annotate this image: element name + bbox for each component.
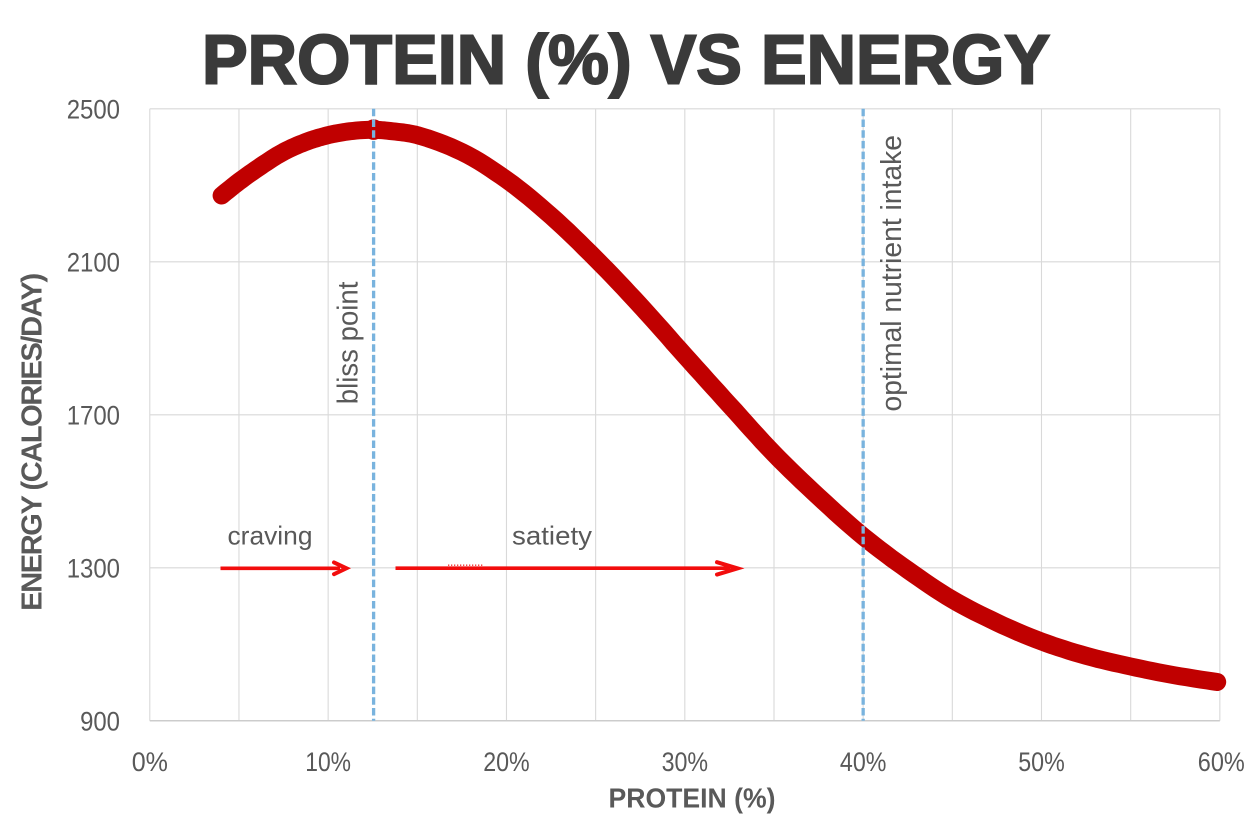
- svg-text:20%: 20%: [483, 747, 530, 777]
- svg-text:40%: 40%: [840, 747, 887, 777]
- svg-text:0%: 0%: [132, 747, 168, 777]
- svg-text:2500: 2500: [67, 94, 120, 124]
- svg-text:60%: 60%: [1198, 747, 1245, 777]
- svg-text:10%: 10%: [305, 747, 351, 777]
- svg-text:2100: 2100: [67, 247, 120, 277]
- svg-text:1300: 1300: [67, 553, 120, 583]
- svg-text:30%: 30%: [662, 747, 709, 777]
- svg-text:PROTEIN (%) VS ENERGY: PROTEIN (%) VS ENERGY: [202, 21, 1050, 99]
- svg-text:craving: craving: [228, 521, 313, 551]
- svg-text:satiety: satiety: [512, 521, 592, 551]
- svg-text:50%: 50%: [1018, 747, 1065, 777]
- svg-text:ENERGY (CALORIES/DAY): ENERGY (CALORIES/DAY): [16, 274, 48, 611]
- svg-text:1700: 1700: [67, 400, 120, 430]
- svg-text:PROTEIN (%): PROTEIN (%): [609, 783, 776, 814]
- svg-text:bliss point: bliss point: [332, 282, 364, 405]
- svg-text:optimal nutrient intake: optimal nutrient intake: [876, 135, 908, 411]
- svg-text:900: 900: [80, 706, 120, 736]
